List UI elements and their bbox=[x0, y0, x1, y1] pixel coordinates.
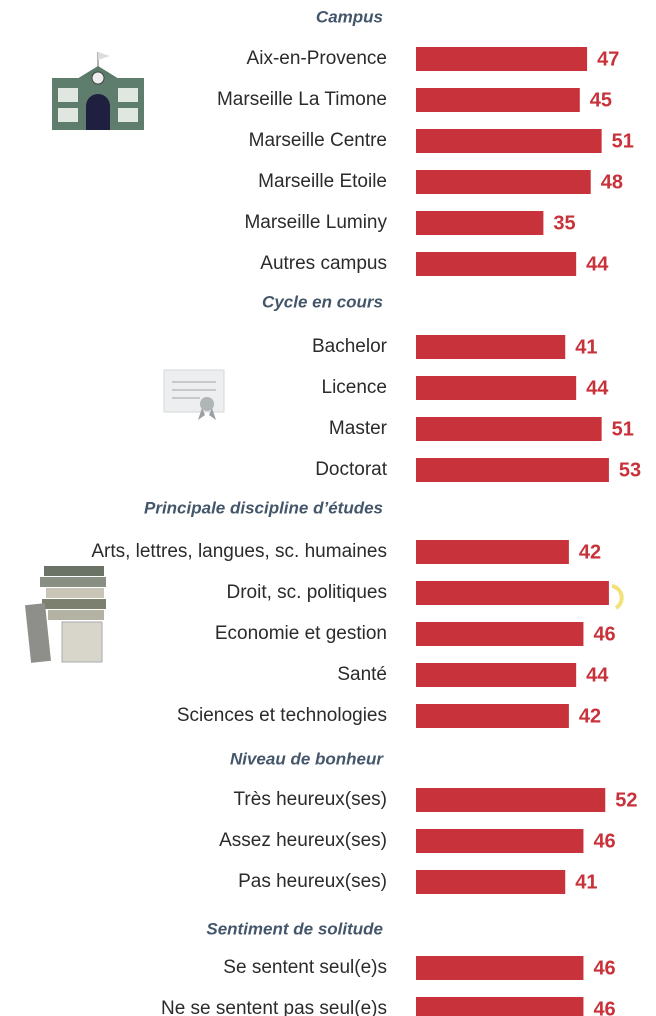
bar bbox=[416, 335, 566, 359]
value-label: 51 bbox=[612, 130, 634, 152]
group-title: Campus bbox=[316, 7, 383, 26]
value-label: 46 bbox=[593, 623, 615, 645]
value-label: 53 bbox=[619, 459, 641, 481]
bar bbox=[416, 704, 569, 728]
category-label: Aix-en-Provence bbox=[247, 48, 387, 69]
bar bbox=[416, 417, 602, 441]
books-icon bbox=[25, 566, 106, 663]
category-label: Economie et gestion bbox=[215, 623, 387, 644]
category-label: Droit, sc. politiques bbox=[226, 582, 387, 603]
value-label: 35 bbox=[553, 212, 575, 234]
category-label: Licence bbox=[322, 377, 388, 398]
bar bbox=[416, 458, 609, 482]
category-label: Marseille Etoile bbox=[258, 171, 387, 192]
value-label: 47 bbox=[597, 48, 619, 70]
bar bbox=[416, 788, 606, 812]
value-label: 44 bbox=[586, 664, 609, 686]
bar bbox=[416, 129, 602, 153]
value-label: 51 bbox=[612, 418, 634, 440]
category-label: Bachelor bbox=[312, 336, 388, 357]
bar bbox=[416, 376, 577, 400]
bar bbox=[416, 540, 569, 564]
bar bbox=[416, 47, 588, 71]
bar bbox=[416, 581, 609, 605]
bar bbox=[416, 663, 577, 687]
category-label: Très heureux(ses) bbox=[234, 789, 387, 810]
certificate-icon bbox=[163, 369, 225, 420]
value-label: 41 bbox=[575, 871, 597, 893]
bar bbox=[416, 956, 584, 980]
bar bbox=[416, 88, 580, 112]
bar bbox=[416, 170, 591, 194]
category-label: Sciences et technologies bbox=[177, 705, 387, 726]
group-title: Cycle en cours bbox=[262, 292, 383, 311]
building-icon bbox=[52, 52, 144, 130]
value-label: 44 bbox=[586, 377, 609, 399]
value-label: 42 bbox=[579, 705, 601, 727]
bar bbox=[416, 211, 544, 235]
category-label: Marseille Centre bbox=[249, 130, 387, 151]
value-label: 44 bbox=[586, 253, 609, 275]
category-label: Marseille La Timone bbox=[217, 89, 387, 110]
bar bbox=[416, 622, 584, 646]
bar bbox=[416, 829, 584, 853]
value-label: 48 bbox=[601, 171, 623, 193]
group-title: Sentiment de solitude bbox=[206, 919, 383, 938]
group-title: Niveau de bonheur bbox=[230, 749, 384, 768]
value-label: 46 bbox=[593, 957, 615, 979]
bar bbox=[416, 252, 577, 276]
value-label: 52 bbox=[615, 789, 637, 811]
value-label: 42 bbox=[579, 541, 601, 563]
category-label: Autres campus bbox=[260, 253, 387, 274]
decoration bbox=[611, 584, 624, 610]
value-label: 41 bbox=[575, 336, 597, 358]
category-label: Pas heureux(ses) bbox=[238, 871, 387, 892]
category-label: Arts, lettres, langues, sc. humaines bbox=[91, 541, 387, 562]
category-label: Doctorat bbox=[315, 459, 388, 480]
category-label: Ne se sentent pas seul(e)s bbox=[161, 998, 387, 1016]
bar bbox=[416, 997, 584, 1016]
category-label: Assez heureux(ses) bbox=[219, 830, 387, 851]
category-label: Santé bbox=[337, 664, 387, 685]
category-label: Se sentent seul(e)s bbox=[223, 957, 387, 978]
category-label: Master bbox=[329, 418, 388, 439]
value-label: 45 bbox=[590, 89, 612, 111]
value-label: 46 bbox=[593, 830, 615, 852]
value-label: 46 bbox=[593, 998, 615, 1016]
group-title: Principale discipline d’études bbox=[144, 498, 383, 517]
bar bbox=[416, 870, 566, 894]
category-label: Marseille Luminy bbox=[244, 212, 387, 233]
